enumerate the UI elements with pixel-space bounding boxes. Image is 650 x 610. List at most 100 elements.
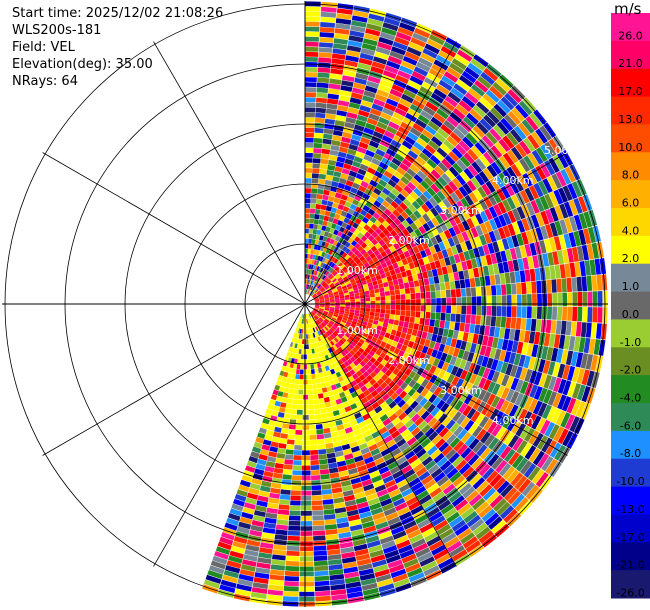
velocity-gate: [548, 333, 556, 348]
velocity-gate: [504, 114, 518, 129]
velocity-gate: [420, 166, 431, 177]
velocity-gate: [426, 347, 434, 356]
velocity-gate: [528, 331, 536, 344]
velocity-gate: [361, 268, 368, 274]
velocity-gate: [347, 237, 354, 244]
velocity-gate: [438, 369, 446, 379]
velocity-gate: [435, 214, 444, 224]
velocity-gate: [314, 288, 318, 293]
velocity-gate: [334, 33, 349, 40]
velocity-gate: [500, 483, 514, 498]
colorbar-tick-label: 2.0: [622, 252, 640, 265]
velocity-gate: [369, 140, 380, 149]
velocity-gate: [314, 298, 319, 301]
velocity-gate: [405, 346, 412, 354]
velocity-gate: [578, 196, 588, 213]
velocity-gate: [418, 234, 426, 244]
velocity-gate: [439, 320, 445, 329]
velocity-gate: [340, 330, 346, 335]
velocity-gate: [338, 95, 351, 102]
velocity-gate: [523, 155, 535, 170]
velocity-gate: [578, 337, 586, 353]
velocity-gate: [314, 297, 319, 301]
velocity-gate: [385, 148, 397, 157]
velocity-gate: [536, 306, 542, 319]
velocity-gate: [332, 48, 347, 55]
velocity-gate: [358, 330, 364, 336]
velocity-gate: [514, 246, 522, 259]
velocity-gate: [381, 174, 390, 183]
velocity-gate: [431, 333, 438, 342]
velocity-gate: [365, 255, 372, 262]
velocity-gate: [412, 342, 419, 350]
velocity-gate: [434, 283, 441, 291]
velocity-gate: [317, 72, 330, 78]
velocity-gate: [467, 352, 475, 363]
velocity-gate: [426, 229, 435, 239]
velocity-gate: [350, 165, 360, 173]
velocity-gate: [483, 418, 494, 431]
velocity-gate: [336, 187, 344, 194]
velocity-gate: [353, 82, 366, 90]
velocity-gate: [436, 298, 441, 306]
velocity-gate: [370, 204, 379, 212]
velocity-gate: [417, 206, 426, 216]
velocity-gate: [305, 102, 316, 108]
velocity-gate: [320, 246, 325, 252]
velocity-gate: [420, 52, 436, 64]
velocity-gate: [500, 185, 511, 199]
velocity-gate: [481, 135, 494, 148]
velocity-gate: [397, 214, 406, 223]
velocity-gate: [549, 207, 559, 222]
velocity-gate: [326, 278, 331, 284]
velocity-gate: [305, 92, 317, 98]
velocity-gate: [500, 250, 508, 262]
velocity-gate: [440, 46, 457, 58]
velocity-gate: [366, 220, 374, 228]
velocity-gate: [557, 250, 565, 265]
velocity-gate: [348, 344, 355, 350]
velocity-gate: [350, 233, 357, 240]
velocity-gate: [314, 299, 320, 302]
velocity-gate: [433, 367, 442, 377]
velocity-gate: [443, 208, 453, 219]
velocity-gate: [353, 229, 360, 236]
velocity-gate: [454, 53, 470, 67]
velocity-gate: [482, 244, 490, 256]
velocity-gate: [354, 292, 360, 297]
colorbar-tick-label: 0.0: [622, 308, 640, 321]
velocity-gate: [523, 396, 534, 411]
velocity-gate: [421, 81, 436, 93]
velocity-gate: [384, 313, 390, 319]
velocity-gate: [332, 202, 339, 209]
velocity-gate: [469, 108, 483, 122]
velocity-gate: [455, 104, 469, 116]
velocity-gate: [511, 306, 517, 318]
velocity-gate: [345, 280, 351, 286]
velocity-gate: [317, 77, 330, 84]
velocity-gate: [521, 481, 536, 497]
velocity-gate: [378, 116, 390, 126]
velocity-gate: [312, 163, 320, 169]
velocity-gate: [370, 304, 376, 309]
velocity-gate: [363, 127, 375, 136]
velocity-gate: [357, 319, 363, 324]
velocity-gate: [478, 463, 491, 477]
velocity-gate: [353, 328, 360, 333]
velocity-gate: [525, 318, 532, 331]
velocity-gate: [379, 330, 386, 337]
velocity-gate: [434, 260, 442, 269]
velocity-gate: [339, 312, 344, 316]
velocity-gate: [319, 308, 324, 311]
velocity-gate: [487, 264, 495, 276]
velocity-gate: [359, 264, 366, 271]
velocity-gate: [486, 164, 498, 178]
velocity-gate: [439, 282, 446, 291]
velocity-gate: [365, 122, 376, 131]
velocity-gate: [344, 241, 351, 248]
velocity-gate: [351, 320, 357, 325]
velocity-gate: [305, 72, 318, 78]
velocity-gate: [310, 198, 317, 204]
velocity-gate: [438, 413, 448, 424]
